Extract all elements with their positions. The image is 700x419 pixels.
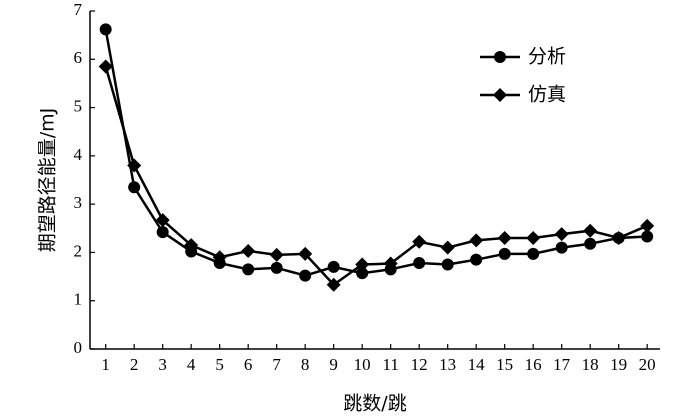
legend-marker xyxy=(494,51,506,63)
y-tick-label: 6 xyxy=(74,48,83,67)
marker xyxy=(269,247,284,262)
marker xyxy=(640,218,655,233)
x-tick-label: 9 xyxy=(329,355,338,374)
legend-text: 分析 xyxy=(528,46,566,68)
marker xyxy=(440,240,455,255)
marker xyxy=(497,230,512,245)
y-tick-label: 4 xyxy=(74,145,83,164)
x-tick-label: 14 xyxy=(468,355,486,374)
y-tick-label: 5 xyxy=(74,96,83,115)
x-tick-label: 3 xyxy=(158,355,167,374)
x-axis-title: 跳数/跳 xyxy=(343,393,406,415)
marker xyxy=(128,181,141,194)
y-tick-label: 3 xyxy=(74,193,83,212)
marker xyxy=(356,267,369,280)
marker xyxy=(412,234,427,249)
marker xyxy=(555,241,568,254)
marker xyxy=(583,223,598,238)
x-tick-label: 12 xyxy=(411,355,428,374)
marker xyxy=(413,257,426,270)
x-tick-label: 10 xyxy=(354,355,371,374)
marker xyxy=(383,256,398,271)
x-tick-label: 18 xyxy=(582,355,599,374)
x-tick-label: 17 xyxy=(553,355,571,374)
y-axis-title: 期望路径能量/mJ xyxy=(37,108,59,253)
marker xyxy=(327,260,340,273)
x-tick-label: 11 xyxy=(382,355,398,374)
x-tick-label: 20 xyxy=(639,355,656,374)
marker xyxy=(554,227,569,242)
marker xyxy=(299,269,312,282)
marker xyxy=(242,263,255,276)
marker xyxy=(184,238,199,253)
y-tick-label: 2 xyxy=(74,241,83,260)
marker xyxy=(99,23,112,36)
marker xyxy=(155,213,170,228)
x-tick-label: 7 xyxy=(272,355,281,374)
marker xyxy=(498,247,511,260)
x-tick-label: 4 xyxy=(187,355,196,374)
x-tick-label: 2 xyxy=(130,355,139,374)
marker xyxy=(127,158,142,173)
y-tick-label: 7 xyxy=(74,0,83,19)
marker xyxy=(611,230,626,245)
marker xyxy=(526,230,541,245)
x-tick-label: 1 xyxy=(101,355,110,374)
marker xyxy=(241,243,256,258)
x-tick-label: 15 xyxy=(496,355,513,374)
marker xyxy=(156,226,169,239)
x-tick-label: 5 xyxy=(215,355,224,374)
marker xyxy=(470,253,483,266)
marker xyxy=(98,59,113,74)
marker xyxy=(270,261,283,274)
x-tick-label: 16 xyxy=(525,355,542,374)
x-tick-label: 13 xyxy=(439,355,456,374)
marker xyxy=(326,277,341,292)
x-tick-label: 6 xyxy=(244,355,253,374)
marker xyxy=(641,230,654,243)
x-tick-label: 8 xyxy=(301,355,310,374)
legend-marker xyxy=(493,88,507,102)
legend-text: 仿真 xyxy=(528,84,566,106)
marker xyxy=(584,237,597,250)
marker xyxy=(469,233,484,248)
marker xyxy=(527,247,540,260)
marker xyxy=(441,258,454,271)
x-tick-label: 19 xyxy=(610,355,627,374)
marker xyxy=(298,246,313,261)
marker xyxy=(355,257,370,272)
y-tick-label: 0 xyxy=(74,338,83,357)
marker xyxy=(212,250,227,265)
y-tick-label: 1 xyxy=(74,290,83,309)
